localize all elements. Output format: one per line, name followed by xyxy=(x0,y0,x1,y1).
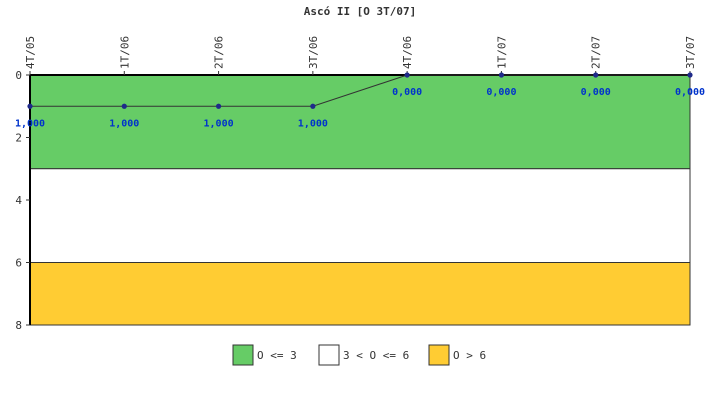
data-point xyxy=(215,103,222,109)
series-line xyxy=(30,74,690,107)
data-label: 1,000 xyxy=(15,118,45,129)
x-tick-label: 4T/06 xyxy=(401,36,414,69)
series-layer xyxy=(27,72,693,109)
legend-swatch xyxy=(318,344,340,366)
legend-label: 3 < O <= 6 xyxy=(343,349,409,362)
y-tick-label: 0 xyxy=(15,69,22,82)
data-point xyxy=(498,72,505,78)
data-point xyxy=(310,103,316,109)
legend-label: O > 6 xyxy=(453,349,486,362)
data-label: 1,000 xyxy=(298,118,328,129)
y-tick-label: 6 xyxy=(15,257,22,270)
x-tick-label: 3T/07 xyxy=(684,36,697,69)
x-tick-label: 1T/06 xyxy=(118,36,131,69)
data-label: 0,000 xyxy=(581,87,611,98)
data-labels: 1,000 1,000 1,000 1,000 0,000 0,000 0,000 0,000 xyxy=(15,87,705,129)
data-label: 0,000 xyxy=(486,87,516,98)
data-point xyxy=(27,103,33,109)
legend-swatch xyxy=(232,344,254,366)
threshold-bands xyxy=(29,74,691,326)
y-tick-label: 2 xyxy=(15,132,22,145)
band-2 xyxy=(29,262,691,326)
y-tick-label: 8 xyxy=(15,319,22,332)
y-tick-label: 4 xyxy=(15,194,22,207)
x-tick-label: 4T/05 xyxy=(24,36,37,69)
legend-label: O <= 3 xyxy=(257,349,297,362)
data-label: 0,000 xyxy=(392,87,422,98)
data-point xyxy=(687,72,693,78)
legend: O <= 3 3 < O <= 6 O > 6 xyxy=(232,344,486,366)
x-tick-label: 1T/07 xyxy=(495,36,508,69)
x-tick-label: 3T/06 xyxy=(307,36,320,69)
data-label: 1,000 xyxy=(204,118,234,129)
data-label: 1,000 xyxy=(109,118,139,129)
data-point xyxy=(121,103,127,109)
data-label: 0,000 xyxy=(675,87,705,98)
chart-title: Ascó II [O 3T/07] xyxy=(304,5,417,18)
x-tick-label: 2T/07 xyxy=(590,36,603,69)
data-point xyxy=(404,72,410,78)
band-1 xyxy=(29,168,691,263)
data-point xyxy=(593,72,599,78)
legend-swatch xyxy=(428,344,450,366)
x-tick-label: 2T/06 xyxy=(213,36,226,69)
